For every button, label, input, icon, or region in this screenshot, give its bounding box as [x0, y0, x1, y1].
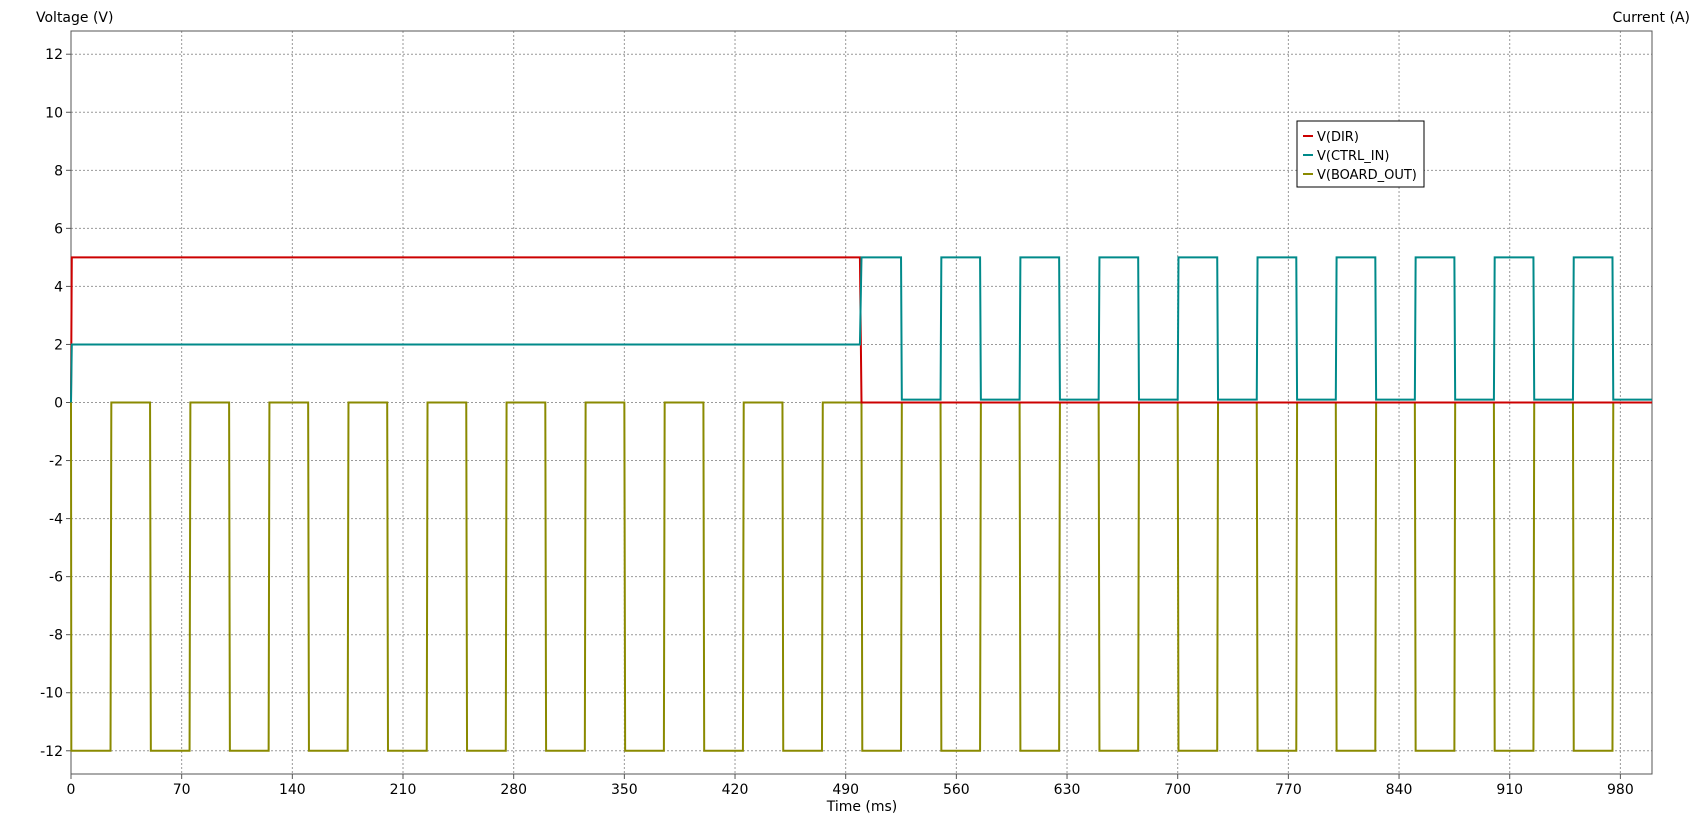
series-line-v-ctrl-in: [70, 256, 1652, 403]
y-tick-label: 2: [54, 337, 63, 353]
series-line-v-board-out: [70, 401, 1652, 752]
y-tick-label: -2: [49, 454, 63, 470]
legend-label: V(CTRL_IN): [1317, 149, 1389, 164]
x-tick-label: 280: [500, 782, 527, 798]
y-tick-label: 8: [54, 163, 63, 179]
series-line-v-dir: [70, 256, 1652, 404]
x-tick-label: 350: [611, 782, 638, 798]
x-tick-label: 700: [1164, 782, 1191, 798]
y-tick-label: -6: [49, 570, 63, 586]
y-tick-label: 0: [54, 396, 63, 412]
y-tick-label: 6: [54, 221, 63, 237]
x-tick-label: 0: [67, 782, 76, 798]
y-tick-label: -12: [40, 744, 63, 760]
x-tick-label: 980: [1607, 782, 1634, 798]
x-tick-label: 490: [832, 782, 859, 798]
legend: V(DIR) V(CTRL_IN) V(BOARD_OUT): [1296, 120, 1425, 188]
legend-label: V(DIR): [1317, 130, 1359, 145]
y2-axis-title: Current (A): [1612, 10, 1690, 26]
series-layer: [70, 256, 1652, 752]
x-tick-label: 770: [1275, 782, 1302, 798]
y-tick-label: -4: [49, 512, 63, 528]
x-tick-label: 560: [943, 782, 970, 798]
y-tick-label: -10: [40, 686, 63, 702]
x-tick-label: 210: [390, 782, 417, 798]
x-axis-title: Time (ms): [826, 799, 898, 814]
tick-labels: 0 70 140 210 280 350 420 490 560 630 700 770 840 910 9…: [40, 47, 1634, 798]
y-tick-label: -8: [49, 628, 63, 644]
x-tick-label: 140: [279, 782, 306, 798]
x-tick-label: 910: [1496, 782, 1523, 798]
y-tick-label: 10: [45, 105, 63, 121]
legend-box: [1296, 120, 1425, 188]
y-tick-label: 4: [54, 279, 63, 295]
x-tick-label: 840: [1386, 782, 1413, 798]
x-tick-label: 420: [722, 782, 749, 798]
legend-label: V(BOARD_OUT): [1317, 168, 1417, 183]
x-tick-label: 70: [173, 782, 191, 798]
y-tick-label: 12: [45, 47, 63, 63]
x-tick-label: 630: [1054, 782, 1081, 798]
y-axis-title: Voltage (V): [36, 10, 113, 26]
